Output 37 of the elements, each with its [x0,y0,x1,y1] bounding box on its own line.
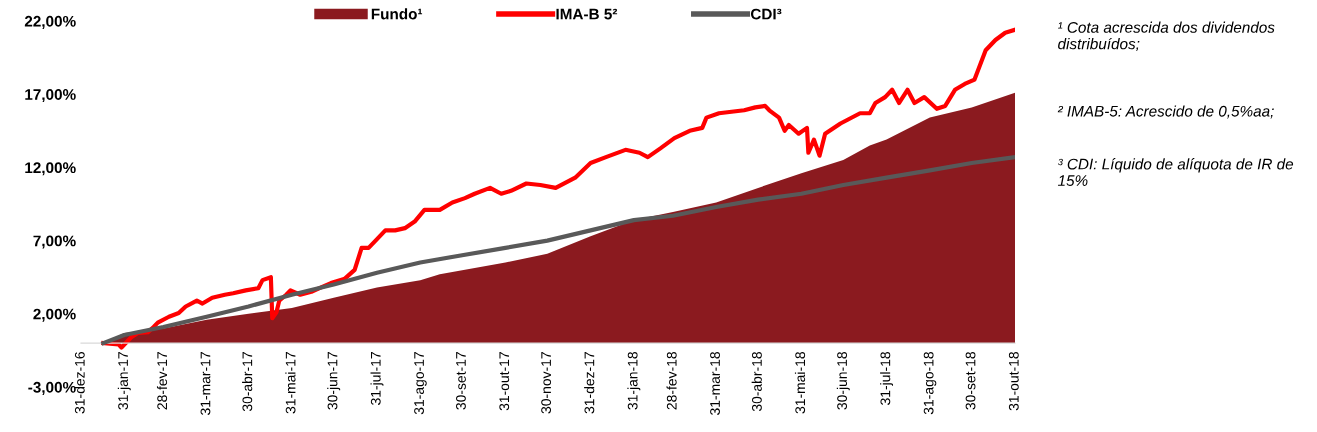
x-tick-label: 28-fev-18 [666,352,677,410]
x-tick-label: 31-mar-18 [710,352,720,415]
x-tick-label: 28-fev-17 [156,352,168,410]
x-tick-label: 30-abr-17 [242,352,253,412]
x-tick-label: 31-mai-18 [794,352,806,414]
x-tick-label: 31-ago-17 [414,352,427,415]
x-tick-label: 30-set-18 [965,352,976,410]
x-tick-label: 30-nov-17 [541,352,552,414]
x-tick-label: 30-abr-18 [751,352,762,412]
x-tick-label: 31-dez-16 [74,352,85,414]
text: ¹ Cota acrescida dos dividendos distribuídos; [1058,21,1275,52]
x-tick-label: 31-mai-17 [285,352,296,414]
y-tick-label: 22,00% [24,15,76,29]
x-tick-label: 31-out-17 [499,352,510,411]
legend-label: IMA-B 5² [556,8,618,20]
x-tick-label: 31-jan-17 [117,352,131,410]
x-tick-label: 30-jun-17 [327,352,341,410]
line-series [101,155,1015,346]
legend-label: CDI³ [750,8,782,20]
x-tick-label: 31-jul-17 [370,352,384,405]
x-tick-label: 31-jul-18 [880,352,894,405]
x-tick-label: 30-set-17 [456,352,466,410]
x-tick-label: 31-dez-17 [584,352,595,414]
x-tick-label: 31-mar-17 [200,352,211,415]
y-tick-label: -3,00% [28,381,76,395]
x-tick-label: 31-jan-18 [627,352,641,410]
x-tick-label: 30-jun-18 [836,352,850,410]
y-tick-label: 2,00% [33,308,76,322]
x-tick-label: 31-ago-18 [923,352,937,415]
line-series [101,27,1015,350]
y-tick-label: 7,00% [33,235,76,249]
y-tick-label: 17,00% [25,89,76,103]
text: ² IMAB-5: Acrescido de 0,5%aa; [1057,105,1274,119]
x-tick-label: 31-out-18 [1008,352,1019,411]
text: ³ CDI: Líquido de alíquota de IR de 15% [1057,158,1294,186]
legend-label: Fundo¹ [371,8,423,20]
y-tick-label: 12,00% [25,162,76,176]
